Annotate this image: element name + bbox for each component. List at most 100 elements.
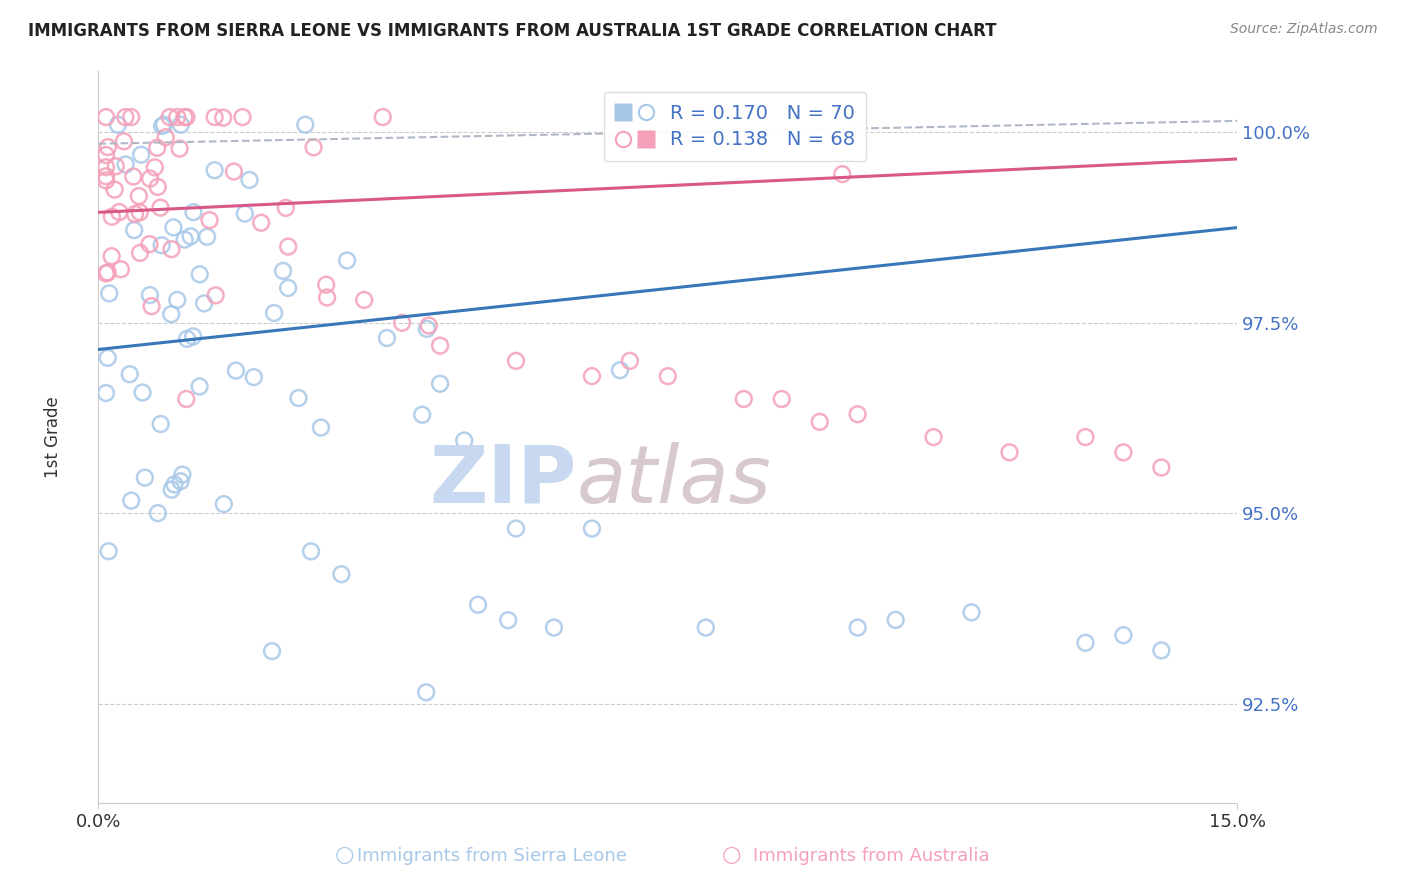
Point bbox=[233, 207, 256, 221]
Point bbox=[114, 157, 136, 171]
Point bbox=[505, 354, 527, 368]
Point bbox=[110, 262, 132, 277]
Point bbox=[188, 268, 211, 282]
Point bbox=[150, 119, 173, 133]
Point bbox=[193, 296, 215, 310]
Point bbox=[128, 189, 150, 203]
Point bbox=[391, 316, 413, 330]
Point bbox=[160, 242, 183, 256]
Text: IMMIGRANTS FROM SIERRA LEONE VS IMMIGRANTS FROM AUSTRALIA 1ST GRADE CORRELATION : IMMIGRANTS FROM SIERRA LEONE VS IMMIGRAN… bbox=[28, 22, 997, 40]
Point bbox=[505, 522, 527, 536]
Point bbox=[150, 238, 173, 252]
Point bbox=[180, 229, 202, 244]
Point bbox=[330, 567, 353, 582]
Text: ○: ○ bbox=[721, 846, 741, 865]
Point bbox=[138, 237, 160, 252]
Point bbox=[287, 391, 309, 405]
Point bbox=[172, 467, 194, 482]
Point bbox=[122, 169, 145, 184]
Point bbox=[198, 213, 221, 227]
Point bbox=[146, 180, 169, 194]
Point bbox=[316, 291, 339, 305]
Point bbox=[139, 171, 162, 186]
Point bbox=[733, 392, 755, 406]
Point bbox=[104, 159, 127, 173]
Point bbox=[124, 207, 146, 221]
Point bbox=[353, 293, 375, 307]
Point bbox=[277, 239, 299, 253]
Point bbox=[581, 522, 603, 536]
Point bbox=[429, 339, 451, 353]
Point bbox=[173, 110, 195, 124]
Point bbox=[609, 363, 631, 377]
Point bbox=[181, 329, 204, 343]
Point bbox=[884, 613, 907, 627]
Point bbox=[166, 293, 188, 307]
Point bbox=[195, 229, 218, 244]
Point bbox=[657, 369, 679, 384]
Point bbox=[263, 306, 285, 320]
Point bbox=[139, 288, 162, 302]
Point bbox=[1150, 643, 1173, 657]
Point bbox=[453, 434, 475, 448]
Point bbox=[375, 331, 398, 345]
Point bbox=[922, 430, 945, 444]
Point bbox=[94, 386, 117, 401]
Point bbox=[176, 110, 198, 124]
Point bbox=[277, 281, 299, 295]
Point bbox=[204, 288, 226, 302]
Text: Immigrants from Sierra Leone: Immigrants from Sierra Leone bbox=[357, 847, 627, 865]
Point bbox=[149, 417, 172, 431]
Point bbox=[134, 470, 156, 484]
Point bbox=[243, 370, 266, 384]
Point bbox=[122, 223, 145, 237]
Point bbox=[274, 201, 297, 215]
Point bbox=[418, 318, 440, 333]
Point bbox=[619, 354, 641, 368]
Point bbox=[94, 148, 117, 162]
Point bbox=[143, 161, 166, 175]
Point bbox=[166, 110, 188, 124]
Point bbox=[543, 621, 565, 635]
Point bbox=[141, 299, 163, 313]
Point bbox=[163, 477, 186, 491]
Point bbox=[188, 379, 211, 393]
Point bbox=[170, 118, 193, 132]
Point bbox=[238, 173, 260, 187]
Point bbox=[250, 216, 273, 230]
Point bbox=[155, 130, 177, 145]
Point bbox=[770, 392, 793, 406]
Text: ZIP: ZIP bbox=[429, 442, 576, 520]
Point bbox=[336, 253, 359, 268]
Text: ○: ○ bbox=[335, 846, 354, 865]
Point bbox=[302, 140, 325, 154]
Point bbox=[204, 163, 226, 178]
Point bbox=[222, 164, 245, 178]
Point bbox=[100, 249, 122, 263]
Point bbox=[176, 392, 198, 406]
Point bbox=[129, 147, 152, 161]
Point bbox=[112, 134, 135, 148]
Point bbox=[94, 110, 117, 124]
Point bbox=[120, 110, 142, 124]
Point bbox=[1150, 460, 1173, 475]
Point bbox=[467, 598, 489, 612]
Point bbox=[153, 118, 176, 132]
Point bbox=[97, 351, 120, 365]
Text: atlas: atlas bbox=[576, 442, 772, 520]
Point bbox=[159, 110, 181, 124]
Point bbox=[1074, 636, 1097, 650]
Point bbox=[160, 307, 183, 321]
Text: Source: ZipAtlas.com: Source: ZipAtlas.com bbox=[1230, 22, 1378, 37]
Point bbox=[160, 483, 183, 497]
Point bbox=[94, 267, 117, 281]
Point bbox=[114, 110, 136, 124]
Point bbox=[104, 183, 127, 197]
Point bbox=[169, 475, 191, 489]
Point bbox=[429, 376, 451, 391]
Point bbox=[146, 506, 169, 520]
Point bbox=[1112, 445, 1135, 459]
Point bbox=[176, 332, 198, 346]
Point bbox=[299, 544, 322, 558]
Point bbox=[97, 140, 120, 154]
